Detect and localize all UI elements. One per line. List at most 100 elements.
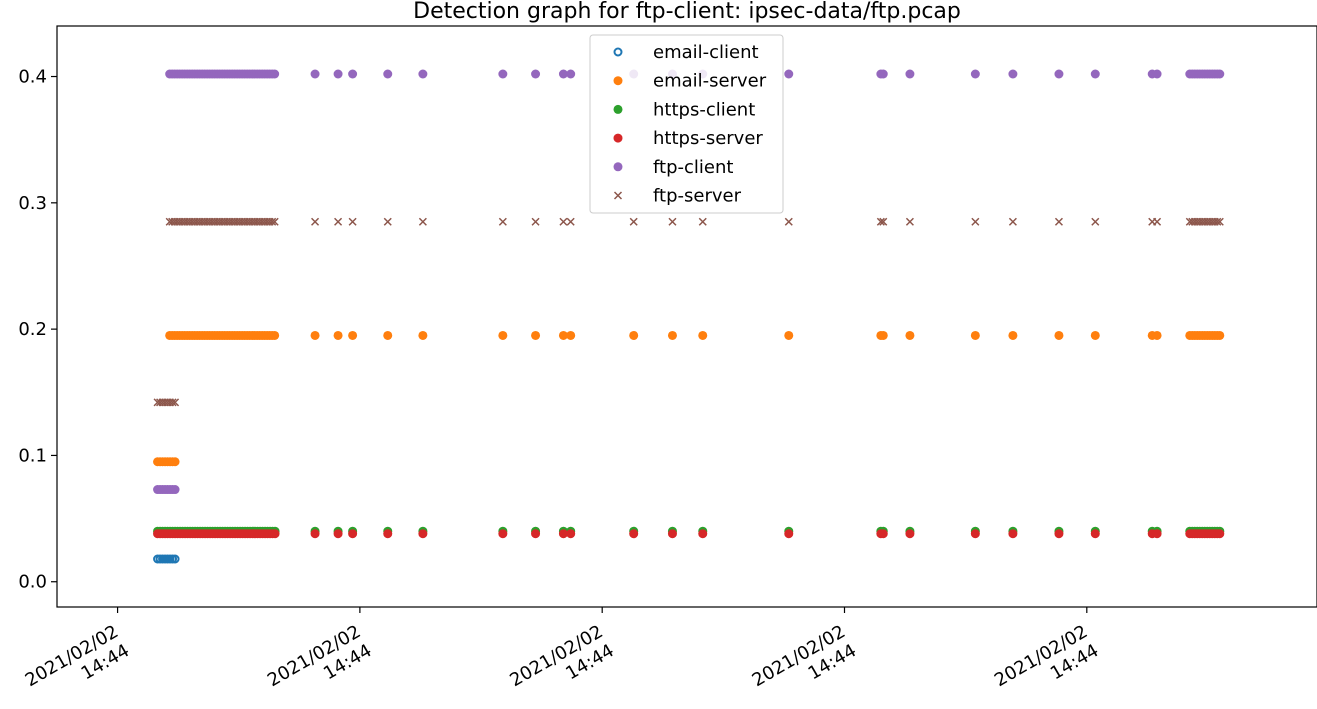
data-point [418, 330, 428, 340]
data-point [170, 485, 180, 495]
data-point [310, 69, 320, 79]
legend-item: email-server [613, 71, 767, 92]
data-point [878, 69, 888, 79]
y-axis: 0.0 0.1 0.2 0.3 0.4 [18, 67, 57, 593]
data-point [879, 217, 888, 226]
data-point [558, 330, 568, 340]
data-point [566, 69, 576, 79]
legend-label: email-server [653, 71, 767, 92]
data-point [905, 69, 915, 79]
data-point [558, 529, 568, 539]
data-point [698, 217, 707, 226]
data-point [383, 69, 393, 79]
point-run [165, 69, 280, 79]
data-point [698, 330, 708, 340]
data-point [784, 529, 794, 539]
data-point [905, 217, 914, 226]
data-point [531, 330, 541, 340]
data-marks [153, 69, 1225, 564]
point-run [1185, 529, 1225, 539]
data-point [333, 69, 343, 79]
data-point [270, 217, 279, 226]
data-point [667, 330, 677, 340]
data-point [1215, 217, 1224, 226]
legend-frame [589, 34, 784, 214]
data-point [1215, 69, 1225, 79]
data-point [531, 69, 541, 79]
legend-label: https-server [653, 128, 763, 149]
data-point [348, 330, 358, 340]
legend-marker [613, 191, 623, 200]
series-ftp-client [153, 69, 1225, 495]
point-run [165, 217, 279, 226]
chart-title: Detection graph for ftp-client: ipsec-da… [413, 0, 961, 24]
data-point [566, 217, 575, 226]
data-point [784, 217, 793, 226]
data-point [531, 529, 541, 539]
data-point [1008, 330, 1018, 340]
data-point [418, 529, 428, 539]
data-point [348, 529, 358, 539]
data-point [348, 69, 358, 79]
data-point [559, 217, 568, 226]
data-point [629, 330, 639, 340]
x-tick-label: 2021/02/0214:44 [991, 621, 1102, 709]
data-point [876, 217, 885, 226]
point-run [153, 529, 280, 539]
legend-marker [613, 47, 623, 57]
legend-label: https-client [653, 99, 755, 120]
legend-item: https-server [613, 128, 763, 149]
x-tick-label: 2021/02/0214:44 [264, 621, 375, 709]
data-point [168, 398, 177, 407]
data-point [668, 217, 677, 226]
data-point [1153, 217, 1162, 226]
data-point [348, 217, 357, 226]
point-run [153, 457, 180, 467]
data-point [1152, 529, 1162, 539]
data-point [333, 529, 343, 539]
data-point [310, 529, 320, 539]
data-point [1008, 529, 1018, 539]
point-run [153, 398, 180, 407]
data-point [383, 529, 393, 539]
x-axis: 2021/02/0214:44 2021/02/0214:44 2021/02/02… [22, 607, 1102, 709]
data-point [1054, 529, 1064, 539]
x-tick-label: 2021/02/0214:44 [22, 621, 133, 709]
data-point [784, 69, 794, 79]
series-https-server [153, 529, 1225, 539]
legend-marker [613, 104, 623, 114]
point-run [1185, 330, 1225, 340]
y-tick-label: 0.0 [18, 572, 47, 593]
data-point [383, 330, 393, 340]
plot-area-frame [56, 25, 1317, 608]
y-tick-label: 0.1 [18, 445, 47, 466]
data-point [1215, 330, 1225, 340]
data-point [171, 398, 180, 407]
data-point [667, 529, 677, 539]
data-point [531, 217, 540, 226]
legend-label: email-client [653, 42, 759, 63]
x-tick-label: 2021/02/0214:44 [749, 621, 860, 709]
data-point [698, 529, 708, 539]
data-point [629, 529, 639, 539]
legend-item: ftp-server [613, 186, 742, 207]
point-run [153, 554, 180, 564]
data-point [1090, 330, 1100, 340]
y-tick-label: 0.4 [18, 67, 47, 88]
series-email-server [153, 330, 1225, 467]
x-tick-label: 2021/02/0214:44 [506, 621, 617, 709]
data-point [311, 217, 320, 226]
data-point [1054, 217, 1063, 226]
data-point [878, 330, 888, 340]
data-point [270, 69, 280, 79]
data-point [905, 529, 915, 539]
data-point [566, 529, 576, 539]
legend-marker [613, 133, 623, 143]
legend-marker [613, 76, 623, 86]
data-point [333, 330, 343, 340]
point-run [1185, 217, 1224, 226]
data-point [558, 69, 568, 79]
data-point [1090, 69, 1100, 79]
series-email-client [153, 554, 180, 564]
